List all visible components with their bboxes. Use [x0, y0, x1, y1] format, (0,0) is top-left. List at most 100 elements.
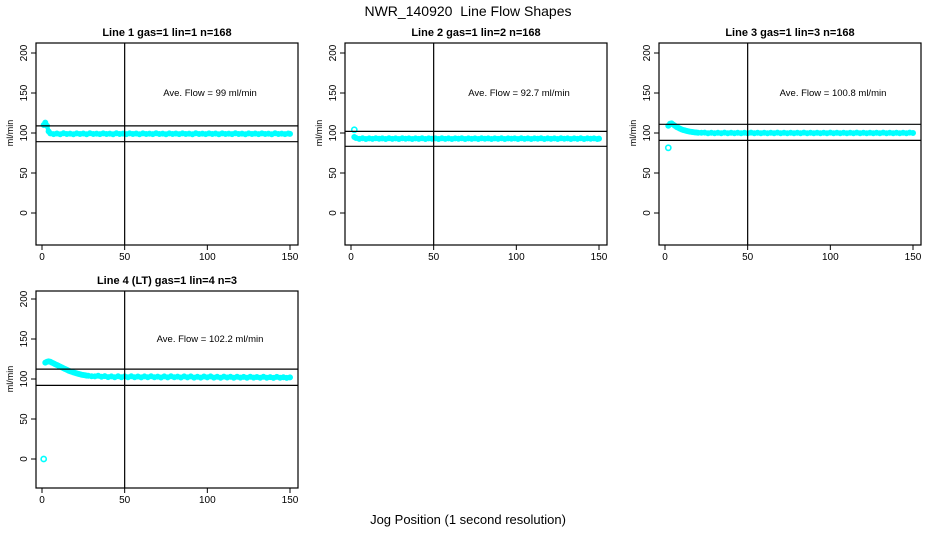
data-point	[837, 130, 844, 137]
data-point	[718, 130, 725, 137]
data-point	[115, 373, 122, 380]
data-point	[157, 374, 164, 381]
data-point	[741, 129, 748, 136]
x-tick-label: 50	[119, 252, 131, 263]
panel-4: 0 50 100 150 200 0 50 100 150 ml/min Line 4 (LT) g…	[5, 275, 299, 506]
data-point	[863, 130, 870, 137]
data-point	[229, 131, 236, 138]
x-tick-label: 100	[199, 495, 216, 506]
data-point	[777, 130, 784, 137]
data-point	[232, 130, 239, 137]
data-point	[359, 135, 366, 142]
data-point	[501, 135, 508, 142]
data-point	[379, 135, 386, 142]
x-tick-label: 150	[905, 252, 922, 263]
data-point	[541, 135, 548, 142]
data-point	[70, 131, 77, 138]
data-point	[247, 373, 254, 380]
data-point	[273, 373, 280, 380]
data-point	[409, 135, 416, 142]
data-point	[485, 135, 492, 142]
data-point	[164, 374, 171, 381]
y-tick-label: 200	[328, 44, 339, 61]
data-point	[73, 130, 80, 137]
data-point	[252, 130, 259, 137]
data-point	[287, 374, 294, 381]
data-point	[234, 373, 241, 380]
data-point	[584, 135, 591, 142]
data-point	[734, 129, 741, 136]
data-point	[237, 374, 244, 381]
data-point	[705, 130, 712, 137]
y-tick-label: 200	[642, 44, 653, 61]
y-tick-label: 0	[642, 210, 653, 216]
data-point	[283, 374, 290, 381]
data-point	[106, 130, 113, 137]
data-point	[857, 130, 864, 137]
data-point	[171, 374, 178, 381]
x-tick-label: 0	[39, 252, 45, 263]
data-point	[883, 130, 890, 137]
ave-flow-annotation: Ave. Flow = 100.8 ml/min	[780, 88, 887, 99]
data-point	[47, 130, 54, 137]
data-point	[415, 135, 422, 142]
data-point	[119, 130, 126, 137]
data-point	[521, 135, 528, 142]
data-point	[402, 135, 409, 142]
data-point	[131, 374, 138, 381]
data-point	[113, 130, 120, 137]
data-point	[708, 129, 715, 136]
data-point	[50, 131, 57, 138]
panel-2: 0 50 100 150 200 0 50 100 150 ml/min Line 2 gas=1 …	[314, 27, 608, 263]
data-point	[161, 373, 168, 380]
data-point	[187, 373, 194, 380]
data-point	[151, 374, 158, 381]
data-point	[278, 130, 285, 137]
data-point	[511, 135, 518, 142]
data-point	[260, 373, 267, 380]
data-point	[176, 131, 183, 138]
data-point	[181, 373, 188, 380]
data-point	[876, 130, 883, 137]
data-point	[105, 374, 112, 381]
outlier-point	[664, 144, 672, 152]
data-point	[903, 130, 910, 137]
data-point	[695, 129, 702, 136]
data-point	[548, 135, 555, 142]
ave-flow-annotation: Ave. Flow = 92.7 ml/min	[468, 88, 569, 99]
x-tick-label: 50	[119, 495, 131, 506]
data-point	[376, 135, 383, 142]
data-point	[810, 130, 817, 137]
data-point	[136, 131, 143, 138]
x-tick-label: 0	[39, 495, 45, 506]
data-point	[860, 129, 867, 136]
data-point	[491, 135, 498, 142]
data-point	[243, 374, 250, 381]
data-point	[133, 130, 140, 137]
data-point	[787, 129, 794, 136]
data-point	[167, 373, 174, 380]
data-point	[571, 135, 578, 142]
data-point	[108, 373, 115, 380]
data-point	[475, 135, 482, 142]
data-point	[219, 130, 226, 137]
data-point	[711, 130, 718, 137]
y-tick-label: 50	[328, 167, 339, 179]
data-point	[853, 129, 860, 136]
y-tick-label: 150	[328, 84, 339, 101]
y-axis-label: ml/min	[5, 120, 15, 147]
data-point	[255, 131, 262, 138]
data-point	[217, 374, 224, 381]
data-point	[867, 129, 874, 136]
data-point	[524, 135, 531, 142]
y-tick-label: 200	[19, 44, 30, 61]
data-point	[253, 374, 260, 381]
data-point	[764, 130, 771, 137]
data-point	[129, 130, 136, 137]
data-point	[561, 135, 568, 142]
data-point	[830, 130, 837, 137]
data-point	[781, 129, 788, 136]
y-tick-label: 200	[19, 290, 30, 307]
y-tick-label: 100	[19, 370, 30, 387]
plot-box	[344, 42, 608, 246]
